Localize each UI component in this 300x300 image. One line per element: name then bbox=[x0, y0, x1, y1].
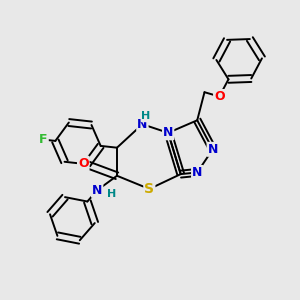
Text: S: S bbox=[144, 182, 154, 196]
Text: N: N bbox=[137, 118, 148, 131]
Text: F: F bbox=[39, 133, 48, 146]
Text: O: O bbox=[214, 90, 225, 103]
Text: N: N bbox=[192, 166, 202, 179]
Text: H: H bbox=[141, 111, 151, 121]
Text: H: H bbox=[107, 189, 116, 199]
Text: N: N bbox=[92, 184, 102, 197]
Text: N: N bbox=[163, 126, 173, 139]
Text: N: N bbox=[208, 143, 218, 156]
Text: O: O bbox=[78, 157, 88, 170]
